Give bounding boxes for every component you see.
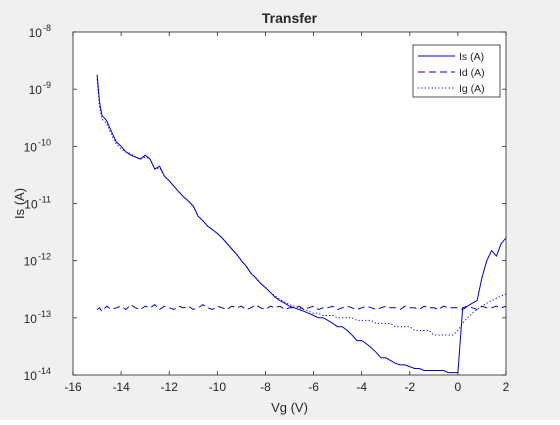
- y-tick-label: 10-14: [24, 366, 51, 383]
- y-axis-label: Is (A): [12, 188, 27, 219]
- y-tick-exponent: -10: [38, 137, 51, 147]
- x-tick-label: -6: [308, 380, 319, 394]
- y-tick-label: 10-12: [24, 252, 51, 269]
- x-tick-label: 0: [455, 380, 462, 394]
- legend-label: Ig (A): [459, 83, 485, 95]
- x-tick-label: -10: [209, 380, 227, 394]
- y-tick-exponent: -12: [38, 252, 51, 262]
- y-tick-label: 10-8: [29, 23, 51, 40]
- legend: Is (A) Id (A) Ig (A): [412, 44, 501, 98]
- x-axis-label: Vg (V): [271, 400, 308, 415]
- y-tick-exponent: -9: [43, 80, 51, 90]
- x-tick-label: 2: [503, 380, 510, 394]
- y-tick-label: 10-13: [24, 309, 51, 326]
- x-tick-label: -12: [161, 380, 179, 394]
- y-tick-exponent: -11: [39, 195, 51, 205]
- x-tick-label: -16: [64, 380, 82, 394]
- series-line-is-a: [96, 74, 506, 374]
- legend-label: Id (A): [459, 67, 485, 79]
- x-tick-label: -8: [260, 380, 271, 394]
- x-tick-label: -4: [356, 380, 367, 394]
- legend-label: Is (A): [459, 51, 484, 63]
- legend-box: [412, 44, 501, 98]
- y-tick-label: 10-9: [29, 80, 51, 97]
- x-tick-label: -14: [112, 380, 130, 394]
- y-tick-label: 10-11: [24, 195, 51, 212]
- y-tick-exponent: -8: [43, 23, 51, 33]
- chart-title: Transfer: [262, 10, 318, 26]
- y-tick-exponent: -13: [38, 309, 51, 319]
- x-tick-label: -2: [404, 380, 415, 394]
- y-tick-label: 10-10: [24, 137, 51, 154]
- series-line-id-a: [96, 304, 506, 313]
- y-tick-exponent: -14: [38, 366, 51, 376]
